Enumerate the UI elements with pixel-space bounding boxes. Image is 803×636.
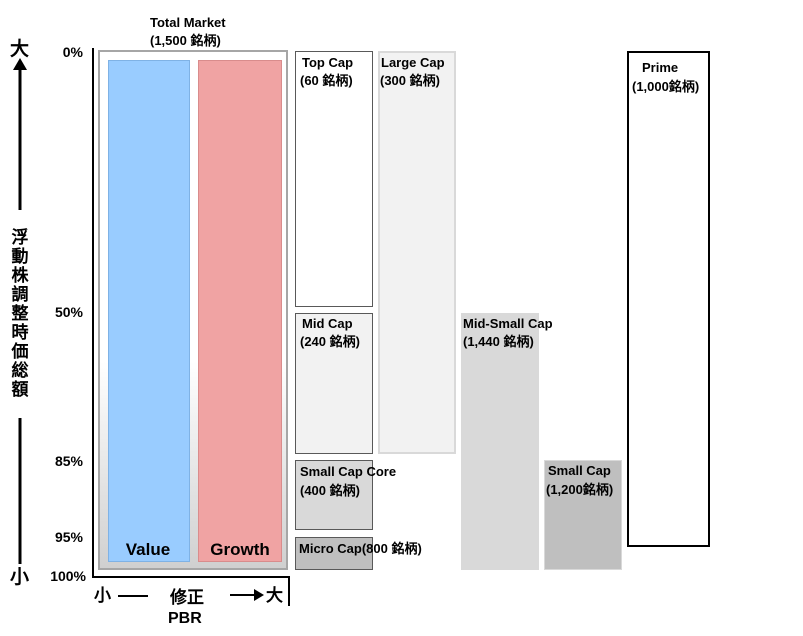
y-axis-title-char: 調 — [11, 285, 29, 304]
x-axis-right-label: 大 — [266, 586, 283, 605]
y-axis-title-char: 浮 — [11, 228, 29, 247]
tick-label: 50% — [54, 304, 83, 320]
value-bar — [108, 60, 190, 562]
up-arrow-icon — [13, 58, 27, 210]
tick-label: 100% — [50, 568, 86, 584]
prime-count: (1,000銘柄) — [632, 79, 700, 94]
value-label: Value — [125, 540, 171, 559]
y-axis-bottom-label: 小 — [10, 567, 30, 588]
large-cap-count: (300 銘柄) — [380, 73, 440, 88]
y-axis-title-char: 動 — [11, 247, 29, 266]
top-cap-name: Top Cap — [302, 55, 354, 70]
right-arrow-icon — [230, 589, 264, 601]
x-axis-title: PBR — [168, 610, 202, 627]
total-market-count: (1,500 銘柄) — [150, 33, 221, 48]
mid-small-cap-box — [461, 313, 539, 570]
mid-cap-box — [295, 313, 373, 454]
y-axis-line-lower — [18, 418, 22, 564]
prime-box — [627, 51, 710, 547]
y-axis-title: 浮 動 株 調 整 時 価 総 額 — [10, 228, 30, 399]
x-axis-left-dash — [118, 595, 148, 597]
small-cap-core-count: (400 銘柄) — [300, 483, 360, 498]
y-axis-title-char: 額 — [11, 380, 29, 399]
mid-small-cap-count: (1,440 銘柄) — [463, 334, 534, 349]
top-cap-box — [295, 51, 373, 307]
x-axis-middle-label: 修正 — [170, 588, 204, 607]
y-axis-title-char: 総 — [11, 361, 29, 380]
x-axis-right-tick — [288, 576, 290, 606]
tick-label: 85% — [54, 453, 83, 469]
small-cap-box — [544, 460, 622, 570]
growth-bar — [198, 60, 282, 562]
large-cap-name: Large Cap — [381, 55, 445, 70]
small-cap-core-name: Small Cap Core — [300, 464, 397, 479]
micro-cap-name: Micro Cap(800 銘柄) — [299, 541, 422, 556]
micro-cap-box — [295, 537, 373, 570]
mid-cap-count: (240 銘柄) — [300, 334, 360, 349]
y-axis-title-char: 株 — [11, 266, 29, 285]
small-cap-count: (1,200銘柄) — [546, 482, 614, 497]
tick-label: 95% — [54, 529, 83, 545]
mid-small-cap-name: Mid-Small Cap — [463, 316, 553, 331]
small-cap-core-box — [295, 460, 373, 530]
x-axis-left-label: 小 — [94, 586, 111, 605]
y-axis-title-char: 整 — [11, 304, 29, 323]
y-axis-line — [92, 48, 94, 578]
small-cap-name: Small Cap — [548, 463, 611, 478]
x-axis-line — [92, 576, 288, 578]
prime-name: Prime — [642, 60, 679, 75]
growth-label: Growth — [210, 540, 270, 559]
total-market-title: Total Market — [150, 15, 226, 30]
tick-label: 0% — [62, 44, 83, 60]
y-axis-title-char: 価 — [11, 342, 29, 361]
mid-cap-name: Mid Cap — [302, 316, 353, 331]
y-axis-top-label: 大 — [10, 39, 30, 60]
top-cap-count: (60 銘柄) — [300, 73, 353, 88]
large-cap-box — [378, 51, 456, 454]
y-axis-title-char: 時 — [11, 323, 29, 342]
